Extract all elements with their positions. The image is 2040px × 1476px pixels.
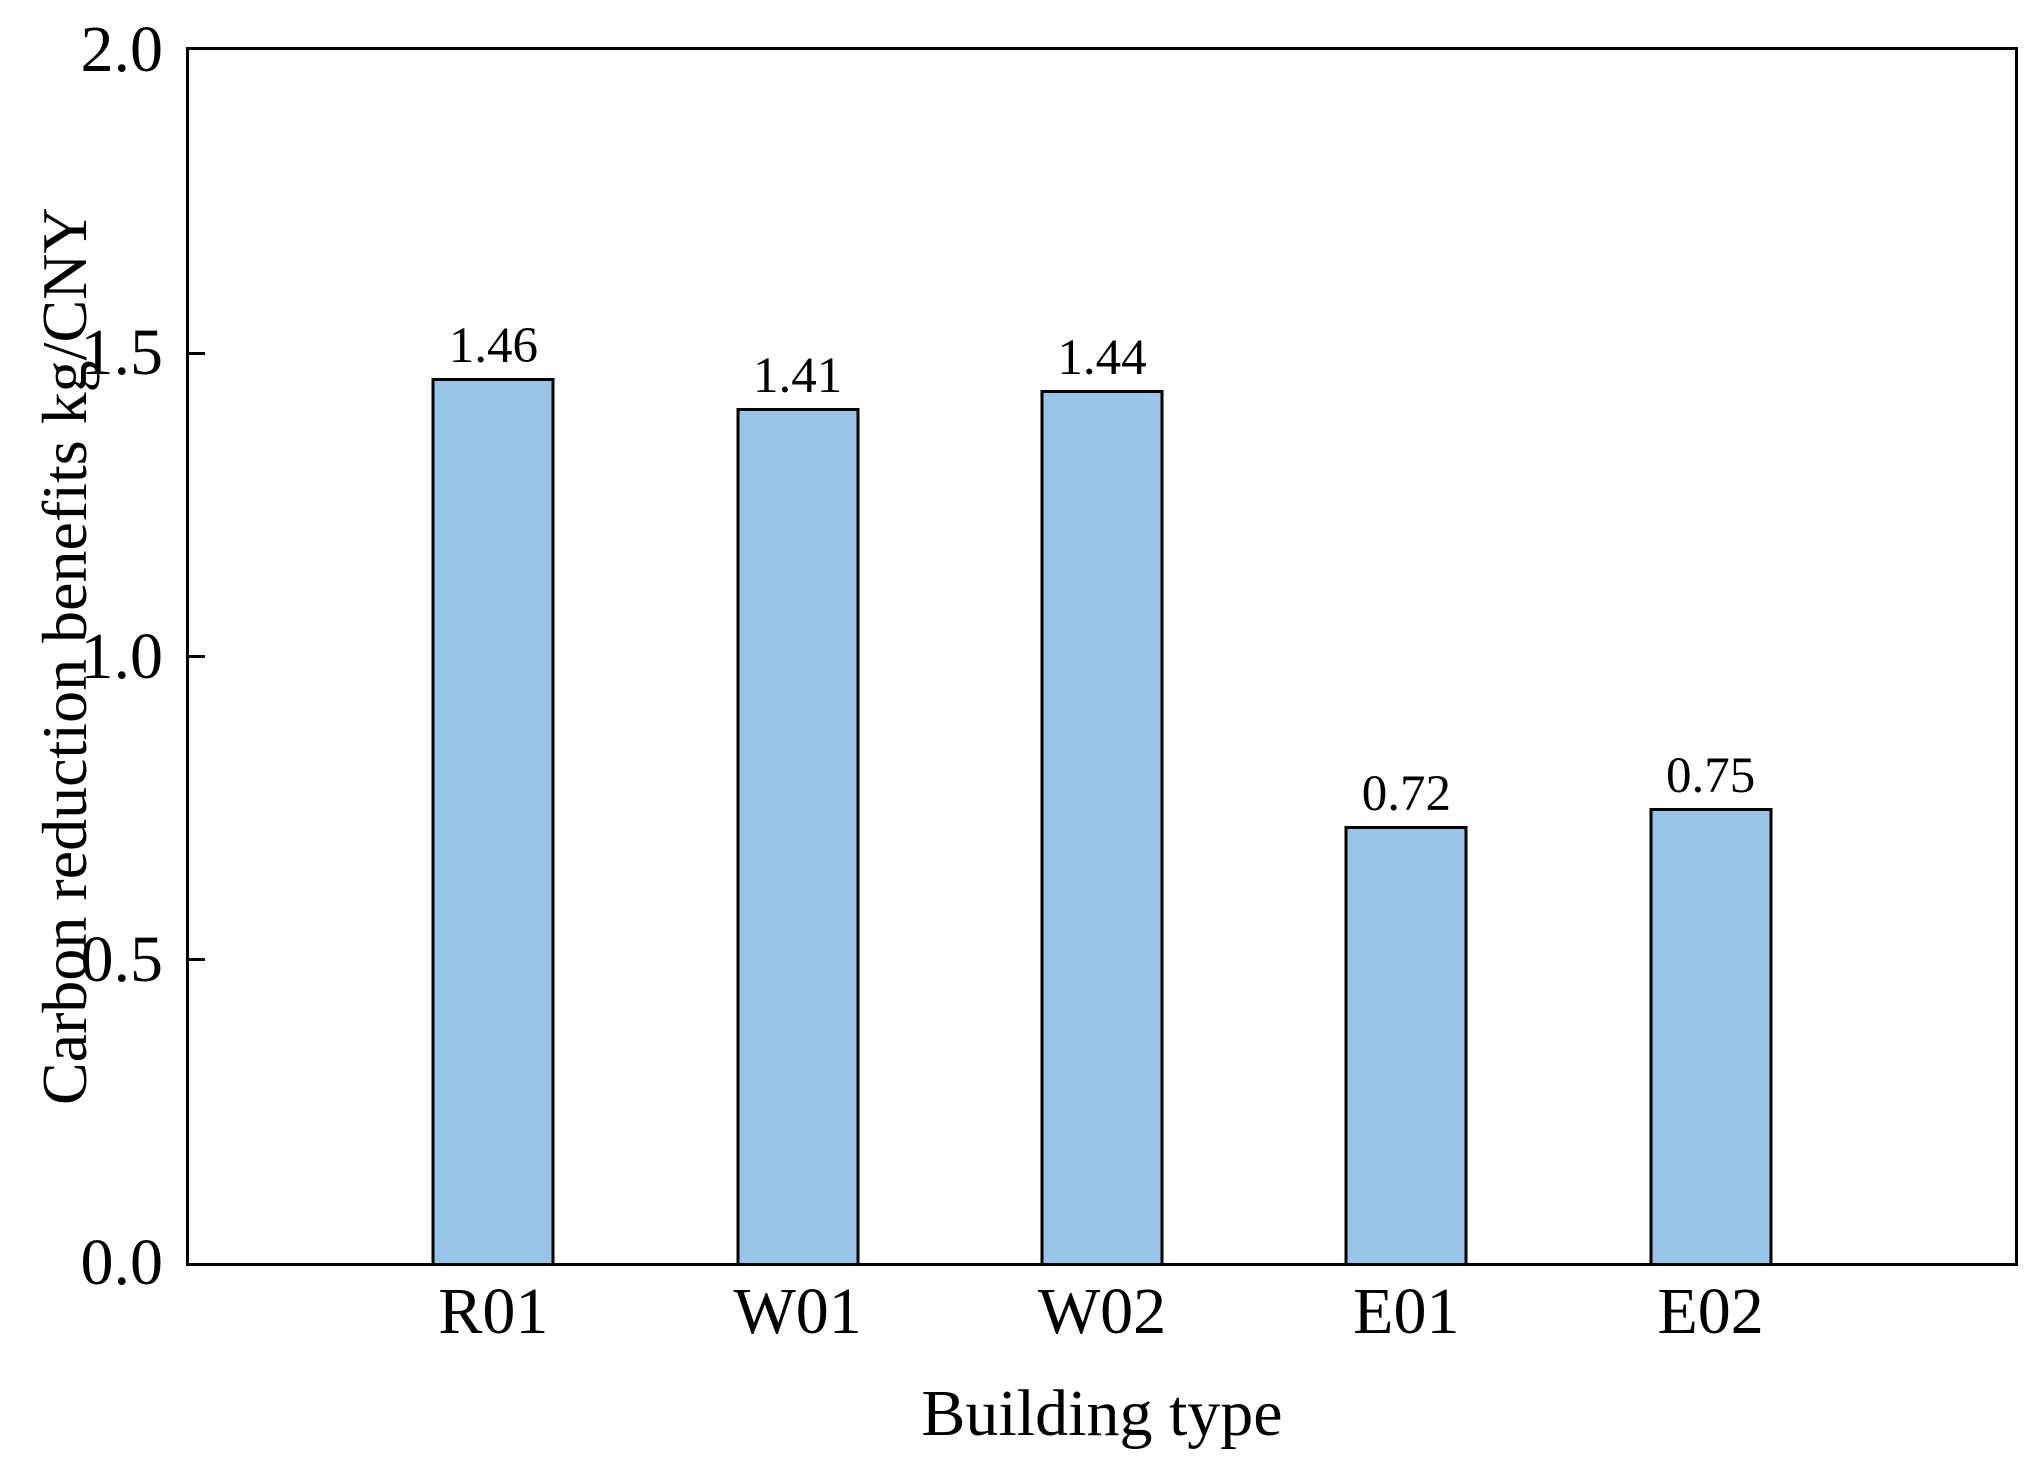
y-tick-mark — [189, 351, 205, 355]
y-tick-label: 0.5 — [80, 922, 164, 996]
bar-value-label: 0.75 — [1666, 748, 1756, 805]
y-tick-label: 2.0 — [80, 13, 164, 86]
bar-slot: 1.44 — [1040, 50, 1164, 1263]
x-axis-title: Building type — [921, 1377, 1283, 1450]
x-tick-label: W02 — [1037, 1275, 1167, 1348]
y-tick-mark — [189, 655, 205, 658]
y-tick-mark — [189, 958, 205, 962]
bar-value-label: 1.44 — [1057, 329, 1147, 386]
bar — [431, 377, 555, 1263]
bar-slot: 0.75 — [1649, 50, 1773, 1263]
plot-area: Carbon reduction benefits kg/CNY Buildin… — [29, 17, 2018, 1447]
bar — [736, 407, 860, 1263]
bar — [1040, 389, 1164, 1263]
bar-slot: 0.72 — [1344, 50, 1468, 1263]
bar-value-label: 1.46 — [448, 317, 538, 374]
bar-value-label: 1.41 — [753, 347, 843, 404]
bar — [1344, 826, 1468, 1263]
y-tick-label: 1.0 — [80, 619, 164, 693]
y-tick-label: 0.0 — [80, 1226, 164, 1299]
x-tick-label: W01 — [733, 1275, 862, 1348]
x-tick-label: E01 — [1353, 1275, 1460, 1348]
bar-slot: 1.41 — [736, 50, 860, 1263]
y-tick-label: 1.5 — [80, 316, 164, 390]
x-tick-label: E02 — [1657, 1275, 1764, 1348]
bar — [1649, 808, 1773, 1263]
x-tick-label: R01 — [438, 1275, 549, 1348]
bar-value-label: 0.72 — [1361, 766, 1451, 823]
bar-slot: 1.46 — [431, 50, 555, 1263]
